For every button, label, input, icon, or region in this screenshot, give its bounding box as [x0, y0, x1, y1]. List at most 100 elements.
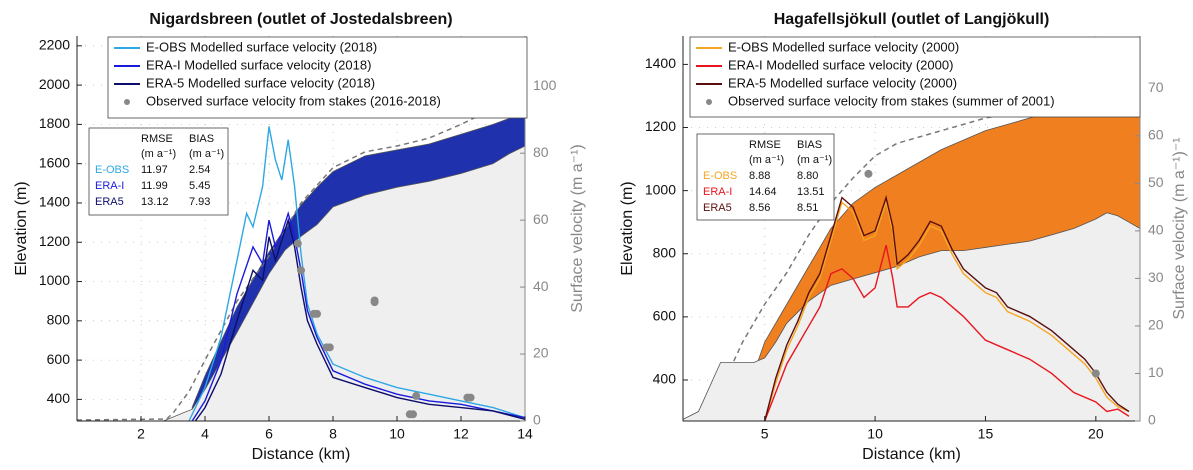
table-row-label: ERA-I — [703, 186, 732, 198]
table-cell: 13.12 — [141, 196, 169, 208]
table-unit: (m a⁻¹) — [749, 154, 784, 166]
x-tick-label: 4 — [201, 426, 209, 442]
observed-surface — [76, 100, 510, 421]
table-box — [88, 127, 229, 216]
legend-marker — [124, 99, 130, 105]
table-cell: 8.80 — [797, 170, 818, 182]
x-tick-label: 12 — [453, 426, 469, 442]
y-tick-label: 800 — [47, 312, 71, 328]
y-tick-label: 1800 — [39, 115, 70, 131]
x-axis-label: Distance (km) — [252, 446, 351, 463]
legend-box — [107, 36, 528, 119]
x-tick-label: 6 — [265, 426, 273, 442]
y2-axis-label: Surface velocity (m a⁻¹)⁻¹ — [1171, 137, 1188, 319]
table-cell: 5.45 — [189, 180, 210, 192]
stake-point — [370, 298, 379, 307]
velocity-line — [194, 217, 526, 422]
y-tick-label: 1000 — [39, 272, 70, 288]
x-tick-label: 2 — [137, 426, 145, 442]
table-cell: 7.93 — [189, 196, 210, 208]
table-header: RMSE — [749, 139, 781, 151]
table-cell: 11.97 — [141, 164, 168, 176]
observed-surface — [733, 112, 1008, 362]
x-tick-label: 10 — [867, 426, 883, 442]
x-tick-label: 14 — [517, 426, 533, 442]
y2-tick-label: 0 — [533, 412, 541, 428]
legend-label: Observed surface velocity from stakes (2… — [146, 93, 441, 108]
y-tick-label: 1400 — [39, 194, 70, 210]
x-tick-label: 5 — [761, 426, 769, 442]
table-row-label: ERA5 — [703, 202, 732, 214]
table-cell: 8.88 — [749, 170, 770, 182]
stake-point — [293, 239, 302, 248]
y-tick-label: 2200 — [39, 37, 70, 53]
legend-label: ERA-I Modelled surface velocity (2000) — [728, 57, 953, 72]
y-tick-label: 600 — [653, 308, 677, 324]
y-tick-label: 1200 — [645, 118, 676, 134]
x-tick-label: 20 — [1088, 426, 1104, 442]
x-tick-label: 15 — [978, 426, 994, 442]
stake-point — [864, 169, 873, 178]
velocity-line — [188, 126, 526, 422]
table-header: BIAS — [189, 133, 214, 145]
y-tick-label: 400 — [653, 371, 677, 387]
x-tick-label: 8 — [329, 426, 337, 442]
legend-label: ERA-I Modelled surface velocity (2018) — [146, 57, 371, 72]
y-tick-label: 1600 — [39, 154, 70, 170]
legend-label: E-OBS Modelled surface velocity (2000) — [728, 39, 959, 54]
velocity-line — [764, 244, 1130, 422]
stake-point — [325, 343, 334, 352]
y2-tick-label: 100 — [533, 77, 557, 93]
table-cell: 13.51 — [797, 186, 825, 198]
table-row-label: E-OBS — [95, 164, 129, 176]
table-cell: 2.54 — [189, 164, 210, 176]
legend-label: E-OBS Modelled surface velocity (2018) — [146, 39, 377, 54]
y-tick-label: 400 — [47, 390, 71, 406]
x-tick-label: 10 — [389, 426, 405, 442]
stake-point — [297, 266, 305, 275]
table-unit: (m a⁻¹) — [797, 154, 832, 166]
table-unit: (m a⁻¹) — [141, 148, 176, 160]
legend-label: ERA-5 Modelled surface velocity (2000) — [728, 75, 957, 90]
table-box — [696, 133, 835, 221]
x-axis-label: Distance (km) — [862, 446, 961, 463]
stake-point — [1091, 369, 1100, 378]
y2-tick-label: 60 — [1148, 127, 1164, 143]
y2-axis-label: Surface velocity (m a⁻¹) — [569, 144, 586, 312]
y-tick-label: 800 — [653, 244, 677, 260]
y2-tick-label: 50 — [1148, 174, 1164, 190]
y-tick-label: 1000 — [645, 181, 676, 197]
chart-title: Hagafellsjökull (outlet of Langjökull) — [774, 11, 1050, 28]
surface-area — [682, 212, 1141, 422]
legend-label: Observed surface velocity from stakes (s… — [728, 93, 1055, 108]
y2-tick-label: 30 — [1148, 269, 1164, 285]
legend-label: ERA-5 Modelled surface velocity (2018) — [146, 75, 375, 90]
table-cell: 8.56 — [749, 202, 770, 214]
velocity-line — [764, 199, 1130, 422]
table-cell: 11.99 — [141, 180, 168, 192]
y2-tick-label: 40 — [533, 278, 549, 294]
table-row-label: ERA5 — [95, 196, 124, 208]
y2-tick-label: 0 — [1148, 412, 1156, 428]
table-row-label: ERA-I — [95, 180, 124, 192]
y-tick-label: 600 — [47, 351, 71, 367]
y2-tick-label: 20 — [1148, 317, 1164, 333]
stake-point — [313, 309, 321, 318]
y-tick-label: 1200 — [39, 233, 70, 249]
y2-tick-label: 40 — [1148, 222, 1164, 238]
legend-box — [689, 36, 1141, 118]
legend-marker — [706, 99, 712, 105]
stake-point — [466, 393, 475, 402]
stake-point — [412, 391, 421, 400]
table-cell: 8.51 — [797, 202, 818, 214]
table-header: BIAS — [797, 139, 822, 151]
table-cell: 14.64 — [749, 186, 777, 198]
y2-tick-label: 20 — [533, 345, 549, 361]
y-axis-label: Elevation (m) — [619, 181, 636, 275]
y-tick-label: 2000 — [39, 76, 70, 92]
y-tick-label: 1400 — [645, 55, 676, 71]
velocity-line — [764, 195, 1130, 422]
table-unit: (m a⁻¹) — [189, 148, 224, 160]
chart-title: Nigardsbreen (outlet of Jostedalsbreen) — [149, 11, 452, 28]
